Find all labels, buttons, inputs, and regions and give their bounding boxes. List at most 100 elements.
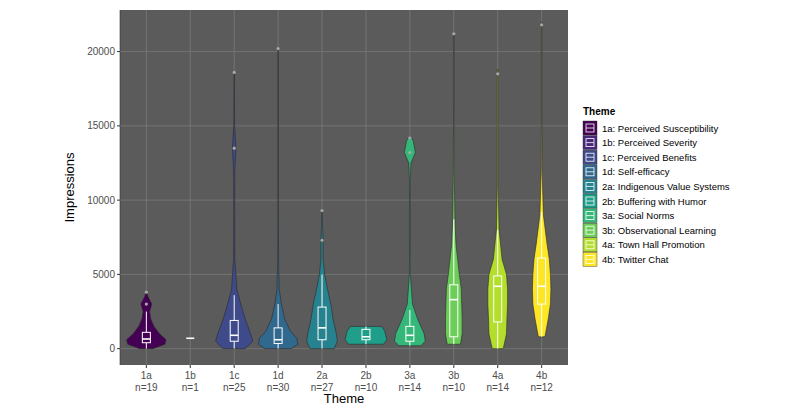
- x-tick-label: 3bn=10: [443, 370, 466, 393]
- legend-label: 2a: Indigenous Value Systems: [602, 181, 730, 192]
- median: [318, 327, 326, 329]
- whisker-high: [453, 219, 454, 284]
- violin: [488, 69, 508, 348]
- y-tick: [117, 200, 120, 201]
- legend-key-median: [586, 128, 594, 129]
- legend-key: [583, 179, 597, 193]
- outlier: [496, 72, 499, 75]
- x-tick-label-line: n=12: [530, 382, 553, 393]
- box: [274, 328, 282, 344]
- x-tick-label: 3an=14: [399, 370, 422, 393]
- outlier: [145, 291, 148, 294]
- legend-label: 1b: Perceived Severity: [602, 137, 697, 148]
- legend-key-box: [586, 124, 594, 132]
- x-tick-label-line: 4a: [492, 370, 504, 381]
- x-tick-label-line: 3a: [404, 370, 416, 381]
- y-axis-line: [120, 10, 121, 365]
- plot-panel: [120, 10, 568, 365]
- violin: [532, 22, 550, 337]
- violin: [258, 49, 298, 349]
- whisker-high: [322, 274, 323, 307]
- whisker-low: [409, 341, 410, 345]
- violin: [307, 209, 338, 349]
- legend-key-median: [586, 186, 594, 187]
- whisker-low: [541, 304, 542, 337]
- x-tick-label: 1dn=30: [267, 370, 290, 393]
- x-tick: [497, 365, 498, 368]
- legend-label: 3b: Observational Learning: [602, 225, 716, 236]
- outlier: [320, 209, 323, 212]
- legend-label: 4a: Town Hall Promotion: [602, 239, 705, 250]
- box: [142, 332, 150, 342]
- legend-key-median: [586, 171, 594, 172]
- outlier: [540, 23, 543, 26]
- y-tick: [117, 51, 120, 52]
- x-tick-label-line: 4b: [536, 370, 548, 381]
- outlier: [233, 71, 236, 74]
- whisker-low: [146, 343, 147, 349]
- x-tick-label: 2an=27: [311, 370, 334, 393]
- median: [274, 339, 282, 341]
- x-tick: [322, 365, 323, 368]
- legend-key-box: [586, 168, 594, 176]
- x-axis-label: Theme: [324, 391, 364, 406]
- median: [450, 299, 458, 301]
- legend-key: [583, 209, 597, 223]
- x-tick: [365, 365, 366, 368]
- whisker-low: [234, 341, 235, 348]
- legend-label: 1d: Self-efficacy: [602, 166, 670, 177]
- x-tick-label-line: n=14: [486, 382, 509, 393]
- violin: [216, 72, 253, 348]
- outlier: [233, 147, 236, 150]
- y-axis-label: Impressions: [62, 152, 77, 223]
- whisker-high: [497, 230, 498, 276]
- legend-key-median: [586, 157, 594, 158]
- x-tick: [278, 365, 279, 368]
- x-tick-label-line: n=10: [443, 382, 466, 393]
- y-tick-label: 15000: [87, 120, 115, 131]
- x-tick-label-line: n=30: [267, 382, 290, 393]
- y-tick-label: 0: [109, 343, 115, 354]
- x-tick: [409, 365, 410, 368]
- y-tick: [117, 348, 120, 349]
- x-tick-label: 1cn=25: [223, 370, 246, 393]
- outlier: [145, 303, 148, 306]
- box: [406, 326, 414, 341]
- box: [538, 258, 546, 304]
- y-tick: [117, 274, 120, 275]
- legend-key-median: [586, 259, 594, 260]
- x-tick-label-line: n=14: [399, 382, 422, 393]
- legend-label: 4b: Twitter Chat: [602, 254, 669, 265]
- legend-key-median: [586, 244, 594, 245]
- median: [406, 334, 414, 336]
- legend-label: 1a: Perceived Susceptibility: [602, 123, 718, 134]
- grid-line: [120, 125, 568, 126]
- legend-key-box: [586, 182, 594, 190]
- box: [494, 276, 502, 322]
- chart: 050001000015000200001an=191bn=11cn=251dn…: [0, 0, 800, 409]
- legend-key-box: [586, 139, 594, 147]
- x-tick: [190, 365, 191, 368]
- outlier: [452, 32, 455, 35]
- whisker-high: [541, 212, 542, 258]
- box: [230, 320, 238, 341]
- legend-label: 2b: Buffering with Humor: [602, 196, 706, 207]
- x-tick: [453, 365, 454, 368]
- legend-key: [583, 194, 597, 208]
- whisker-high: [278, 304, 279, 328]
- median: [230, 334, 238, 336]
- x-tick-label: 1an=19: [135, 370, 158, 393]
- outlier: [408, 136, 411, 139]
- whisker-high: [146, 312, 147, 333]
- x-tick: [541, 365, 542, 368]
- legend-key-box: [586, 197, 594, 205]
- box: [362, 329, 370, 339]
- violin: [345, 326, 387, 344]
- y-tick-label: 5000: [93, 269, 116, 280]
- violin: [395, 136, 426, 345]
- legend-key: [583, 121, 597, 135]
- legend-key: [583, 165, 597, 179]
- x-tick-label: 2bn=10: [355, 370, 378, 393]
- median: [186, 337, 194, 339]
- x-tick-label-line: 3b: [448, 370, 460, 381]
